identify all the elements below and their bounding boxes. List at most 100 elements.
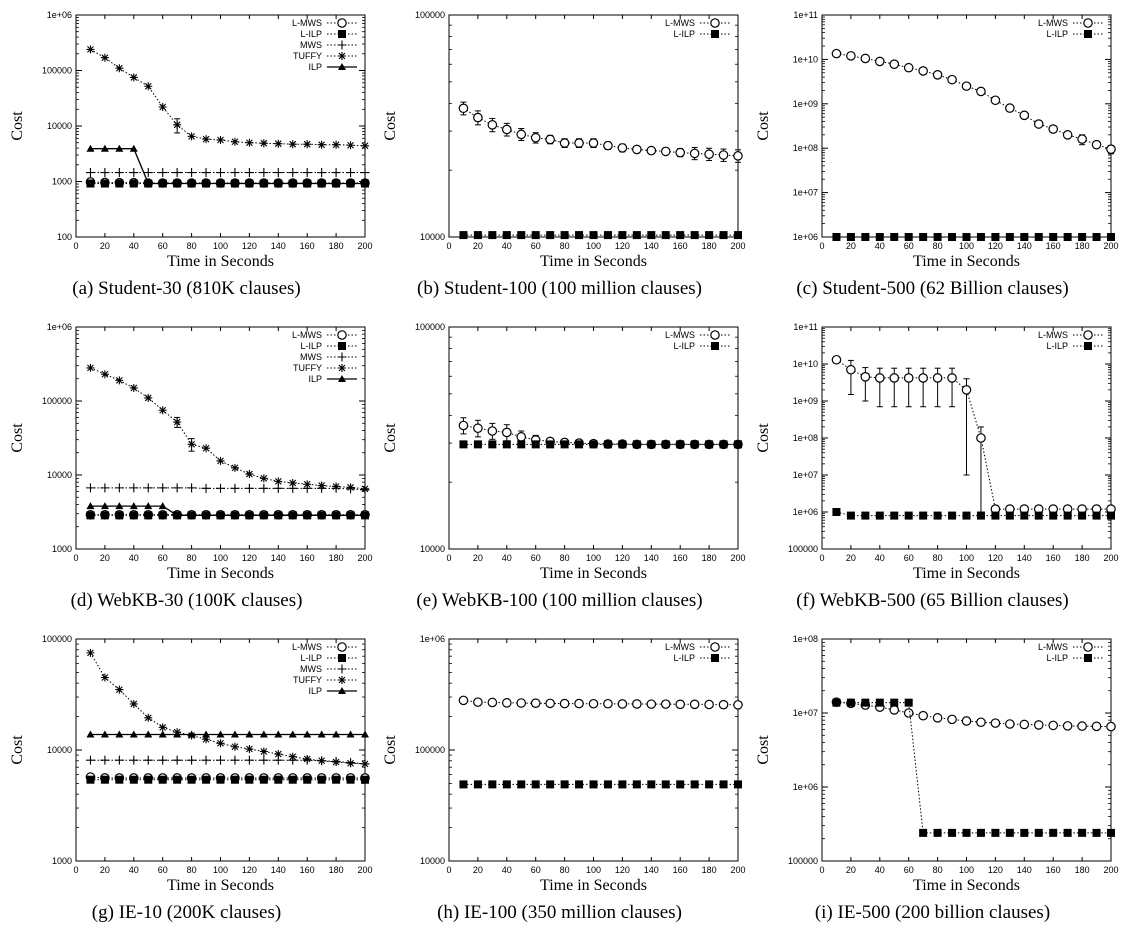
legend-label: MWS <box>300 40 322 50</box>
data-point <box>1005 719 1015 729</box>
x-tick-label: 140 <box>1017 241 1032 251</box>
x-axis-title: Time in Seconds <box>167 565 274 582</box>
data-point <box>187 511 196 519</box>
data-point <box>718 699 729 710</box>
data-point <box>173 511 182 519</box>
data-point <box>216 511 225 519</box>
y-tick-label: 100000 <box>788 856 818 866</box>
legend-marker <box>338 52 346 60</box>
data-point <box>502 698 512 708</box>
series-l-mws <box>831 697 1116 732</box>
x-tick-label: 20 <box>100 241 110 251</box>
y-tick-label: 100000 <box>42 66 72 76</box>
data-point <box>861 698 870 707</box>
data-point <box>115 64 124 73</box>
data-point <box>85 168 95 178</box>
data-point <box>603 231 612 240</box>
data-point <box>100 370 109 379</box>
data-point <box>288 730 297 738</box>
data-point <box>831 354 842 365</box>
y-tick-label: 1e+06 <box>47 10 72 20</box>
data-point <box>244 755 254 765</box>
data-point <box>588 138 599 148</box>
x-tick-label: 120 <box>615 241 630 251</box>
data-point <box>288 775 297 784</box>
data-point <box>100 168 110 178</box>
data-point <box>575 440 584 449</box>
data-point <box>976 511 985 520</box>
legend-label: L-ILP <box>300 29 322 39</box>
data-point <box>202 730 211 738</box>
data-point <box>100 144 109 152</box>
data-point <box>115 685 124 694</box>
data-point <box>202 735 211 744</box>
data-point <box>704 699 714 710</box>
data-point <box>1033 720 1044 730</box>
legend-label: L-ILP <box>1046 29 1068 39</box>
x-tick-label: 20 <box>846 553 856 563</box>
data-point <box>245 179 254 187</box>
data-point <box>690 440 699 449</box>
data-point <box>129 73 138 82</box>
data-point <box>660 146 671 157</box>
plot-frame <box>821 638 1112 862</box>
data-point <box>173 120 182 129</box>
chart-caption: (h) IE-100 (350 million clauses) <box>437 902 682 923</box>
data-point <box>158 775 167 784</box>
x-tick-label: 60 <box>158 553 168 563</box>
data-point <box>488 780 497 789</box>
data-point <box>719 780 728 789</box>
x-tick-label: 80 <box>933 553 943 563</box>
x-tick-label: 40 <box>502 553 512 563</box>
series-l-ilp <box>459 440 742 449</box>
data-point <box>173 179 182 187</box>
x-tick-label: 200 <box>730 865 745 875</box>
data-point <box>734 440 742 449</box>
data-point <box>144 775 153 784</box>
data-point <box>361 759 369 768</box>
data-point <box>502 231 511 240</box>
data-point <box>516 129 527 140</box>
data-point <box>733 151 743 161</box>
data-point <box>172 755 182 765</box>
legend-marker <box>710 330 720 340</box>
data-point <box>332 730 341 738</box>
legend-label: TUFFY <box>293 675 322 685</box>
data-point <box>158 502 167 510</box>
series-tuffy <box>86 45 369 150</box>
data-point <box>705 780 714 789</box>
x-tick-label: 200 <box>1103 865 1118 875</box>
y-tick-label: 100000 <box>788 544 818 554</box>
x-tick-label: 60 <box>158 241 168 251</box>
data-point <box>932 69 943 80</box>
data-point <box>473 112 483 123</box>
data-point <box>115 179 124 188</box>
data-point <box>675 699 685 710</box>
x-tick-label: 140 <box>644 865 659 875</box>
data-point <box>288 140 297 149</box>
y-tick-label: 1000 <box>52 856 72 866</box>
x-tick-label: 160 <box>673 553 688 563</box>
chart-svg-i: 0 20 40 60 80 100 120 140 160 180 200 100000 1e+06 1e… <box>755 634 1119 894</box>
legend-label: L-MWS <box>665 18 695 28</box>
data-point <box>574 138 584 148</box>
data-point <box>918 66 928 76</box>
y-tick-label: 10000 <box>420 232 445 242</box>
data-point <box>259 755 269 765</box>
data-point <box>560 780 569 789</box>
series-mws <box>85 168 370 178</box>
data-point <box>632 780 641 789</box>
data-point <box>332 757 341 766</box>
legend-label: L-MWS <box>665 330 695 340</box>
x-tick-label: 40 <box>875 553 885 563</box>
x-tick-label: 140 <box>271 553 286 563</box>
x-tick-label: 80 <box>187 553 197 563</box>
data-point <box>216 755 225 765</box>
data-point <box>144 179 153 187</box>
x-tick-label: 80 <box>933 241 943 251</box>
data-point <box>1034 511 1043 520</box>
data-point <box>1020 511 1029 520</box>
data-point <box>202 444 211 453</box>
